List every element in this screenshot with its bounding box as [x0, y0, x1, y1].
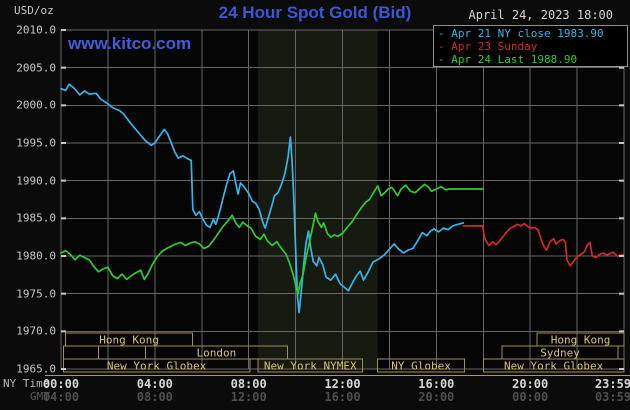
session-label: New York NYMEX [264, 360, 357, 373]
series-line-apr-21-ny-close [60, 83, 465, 314]
legend-label-apr21: Apr 21 NY close 1983.90 [451, 27, 604, 40]
session-label: London [197, 347, 237, 360]
x-axis-tick-gmt: 08:00 [136, 390, 173, 404]
y-axis-tick-label: 1985.0 [16, 211, 56, 225]
session-label: Hong Kong [551, 334, 611, 347]
nymex-session-band [258, 30, 378, 369]
x-axis-tick-ny: 08:00 [230, 377, 267, 391]
x-axis-tick-gmt: 12:00 [230, 390, 267, 404]
x-axis-tick-gmt: 04:00 [42, 390, 80, 404]
y-axis-tick-label: 2000.0 [16, 98, 56, 112]
x-axis-tick-ny: 16:00 [418, 377, 455, 391]
y-axis-units-label: USD/oz [14, 4, 54, 17]
legend-item-apr23: - Apr 23 Sunday [438, 40, 627, 53]
y-axis-tick-label: 2005.0 [16, 61, 56, 75]
y-axis-tick-label: 1965.0 [16, 362, 56, 376]
session-box [62, 358, 251, 373]
series-line-apr-23-sunday [462, 222, 625, 267]
kitco-watermark: www.kitco.com [68, 34, 192, 53]
x-axis-tick-ny: 20:00 [512, 377, 549, 391]
y-axis-tick-label: 1975.0 [16, 287, 56, 301]
legend-item-apr24: - Apr 24 Last 1988.90 [438, 53, 627, 66]
session-box [377, 358, 465, 373]
legend-label-apr24: Apr 24 Last 1988.90 [451, 53, 578, 66]
x-axis-tick-ny: 12:00 [324, 377, 361, 391]
y-axis-tick-label: 1990.0 [16, 174, 56, 188]
x-axis-tick-ny: 00:00 [42, 377, 80, 391]
legend-item-apr21: - Apr 21 NY close 1983.90 [438, 27, 627, 40]
x-axis-tick-ny: 23:59 [594, 377, 630, 391]
x-axis-tick-ny: 04:00 [136, 377, 173, 391]
legend-label-apr23: Apr 23 Sunday [451, 40, 538, 53]
chart-datetime: April 24, 2023 18:00 [468, 8, 614, 22]
session-box [482, 358, 625, 373]
page-title: 24 Hour Spot Gold (Bid) [218, 3, 412, 22]
x-axis-tick-gmt: 03:59 [594, 390, 630, 404]
session-label: Hong Kong [99, 334, 159, 347]
session-label: Sydney [540, 347, 580, 360]
legend-box: - Apr 21 NY close 1983.90 - Apr 23 Sunda… [433, 25, 628, 67]
x-axis-tick-gmt: 20:00 [418, 390, 455, 404]
legend-dash-apr23: - [438, 40, 445, 53]
legend-dash-apr21: - [438, 27, 445, 40]
session-label: New York Globex [504, 360, 604, 373]
x-axis-tick-gmt: 00:00 [512, 390, 549, 404]
y-axis-tick-label: 1980.0 [16, 249, 56, 263]
x-axis-tick-gmt: 16:00 [324, 390, 361, 404]
legend-dash-apr24: - [438, 53, 445, 66]
series-line-apr-24-last [60, 183, 485, 296]
session-box [257, 358, 363, 373]
x-axis-name-gmt: GMT [30, 390, 50, 403]
x-axis-name-ny-time: NY Time [3, 377, 50, 390]
y-axis-tick-label: 1970.0 [16, 324, 56, 338]
y-axis-tick-label: 2010.0 [16, 23, 56, 37]
session-label: NY Globex [391, 360, 451, 373]
y-axis-tick-label: 1995.0 [16, 136, 56, 150]
session-label: New York Globex [107, 360, 207, 373]
